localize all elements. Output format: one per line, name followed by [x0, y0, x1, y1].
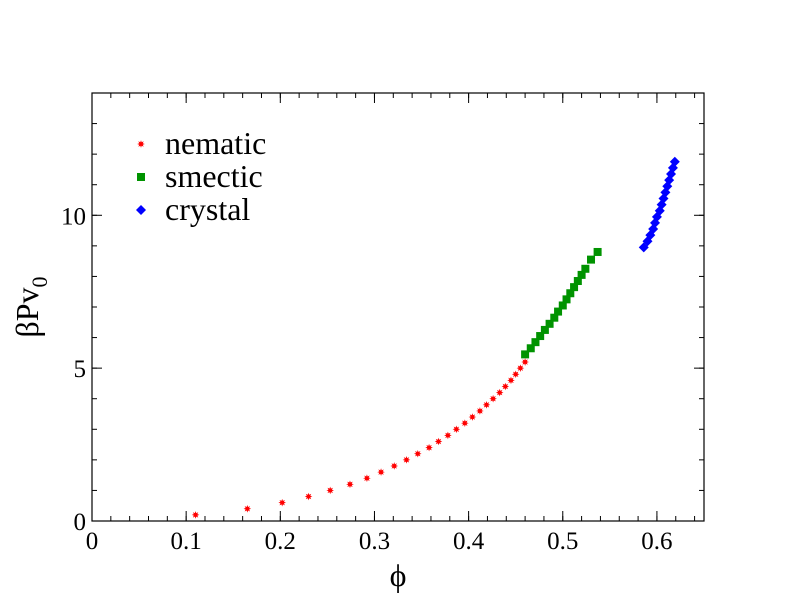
nematic-point — [413, 449, 422, 458]
smectic-point — [566, 289, 575, 298]
nematic-point — [489, 394, 497, 403]
smectic-point — [562, 295, 571, 304]
plot-frame — [91, 92, 705, 522]
nematic-point — [476, 407, 484, 415]
x-tick-label: 0.2 — [265, 528, 296, 555]
nematic-point — [243, 504, 252, 513]
nematic-point — [326, 486, 335, 495]
nematic-point — [452, 425, 461, 434]
series-smectic — [521, 247, 602, 359]
nematic-point — [191, 511, 200, 519]
nematic-point — [434, 437, 443, 446]
smectic-point — [577, 270, 586, 279]
legend-label-crystal: crystal — [165, 191, 250, 227]
nematic-point — [377, 468, 385, 476]
smectic-point — [521, 350, 530, 359]
x-tick-labels: 0 0.1 0.2 0.3 0.4 0.5 0.6 — [86, 528, 673, 555]
smectic-point — [550, 313, 559, 322]
smectic-point — [526, 344, 535, 353]
series-nematic — [191, 358, 529, 519]
x-tick-label: 0 — [86, 528, 99, 555]
nematic-point — [501, 382, 510, 391]
y-tick-label: 10 — [61, 203, 86, 230]
legend-entry-smectic: smectic — [137, 158, 263, 194]
nematic-point — [521, 358, 529, 366]
smectic-point — [536, 332, 545, 341]
smectic-point — [573, 277, 582, 286]
smectic-point — [545, 319, 554, 328]
nematic-point — [516, 364, 525, 372]
nematic-point — [346, 480, 354, 489]
nematic-point — [304, 492, 313, 501]
smectic-point — [540, 325, 549, 334]
nematic-point — [444, 431, 452, 440]
x-axis-label: ϕ — [390, 557, 407, 593]
x-tick-label: 0.4 — [453, 528, 485, 555]
nematic-point — [390, 462, 399, 470]
nematic-point — [482, 401, 491, 409]
smectic-point — [558, 301, 567, 310]
nematic-point — [511, 370, 520, 379]
nematic-point — [495, 388, 504, 397]
legend-marker-smectic — [137, 173, 145, 181]
legend-entry-crystal: crystal — [136, 191, 250, 227]
smectic-point — [554, 307, 563, 316]
legend-marker-crystal — [136, 205, 146, 215]
series-layer — [191, 156, 680, 519]
x-tick-label: 0.6 — [641, 528, 672, 555]
x-tick-label: 0.1 — [171, 528, 202, 555]
nematic-point — [425, 443, 433, 452]
y-axis-label-main: βPv — [9, 287, 45, 337]
legend-label-nematic: nematic — [165, 125, 266, 161]
crystal-point — [669, 156, 680, 167]
smectic-point — [570, 283, 579, 292]
y-tick-label: 0 — [74, 509, 87, 536]
legend-marker-nematic — [137, 140, 145, 148]
nematic-point — [461, 419, 469, 427]
y-axis-label-subscript: 0 — [27, 276, 52, 287]
smectic-point — [581, 264, 590, 273]
smectic-point — [593, 247, 602, 256]
nematic-point — [402, 456, 411, 464]
nematic-point — [278, 498, 286, 507]
x-tick-label: 0.3 — [359, 528, 390, 555]
smectic-point — [587, 255, 596, 264]
x-tick-label: 0.5 — [547, 528, 578, 555]
legend-entry-nematic: nematic — [137, 125, 266, 161]
nematic-point — [468, 413, 477, 421]
smectic-point — [531, 338, 540, 347]
y-axis-label: βPv0 — [9, 276, 52, 337]
y-tick-label: 5 — [74, 356, 87, 383]
series-crystal — [638, 156, 680, 253]
nematic-point — [363, 474, 371, 482]
legend-label-smectic: smectic — [165, 158, 263, 194]
nematic-point — [507, 376, 515, 385]
y-tick-labels: 0 5 10 — [61, 203, 86, 536]
